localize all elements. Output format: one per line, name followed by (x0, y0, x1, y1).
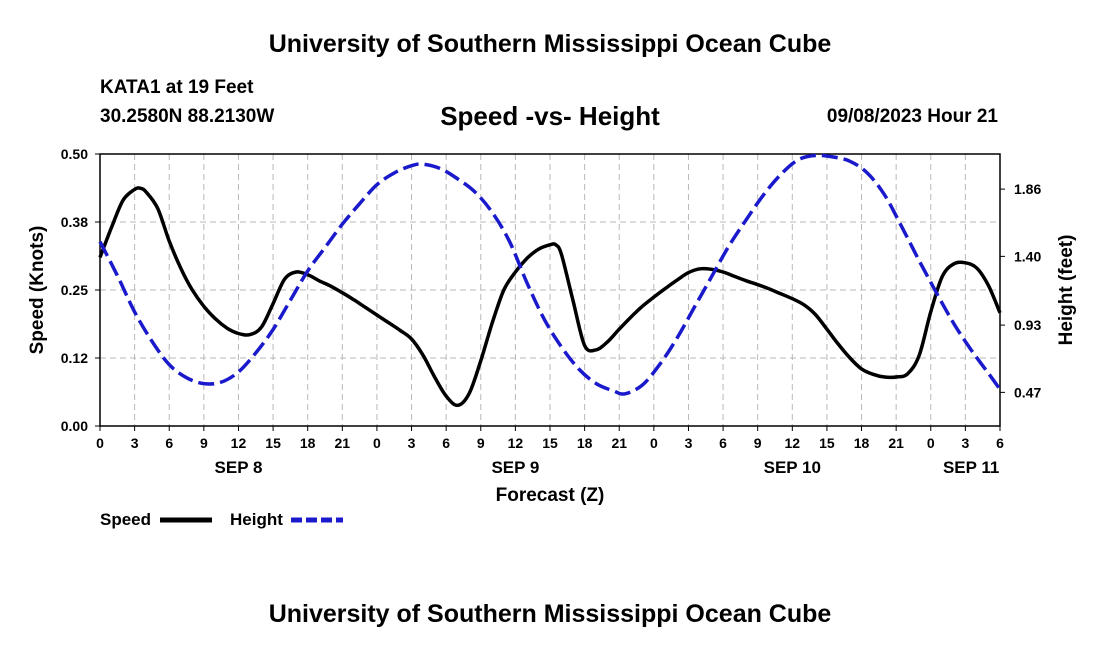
x-tick-label: 12 (785, 435, 801, 451)
x-tick-label: 21 (611, 435, 627, 451)
y2-tick-label: 1.40 (1014, 248, 1041, 264)
chart-title: Speed -vs- Height (440, 101, 660, 131)
x-tick-label: 6 (165, 435, 173, 451)
x-tick-label: 3 (685, 435, 693, 451)
y-tick-label: 0.38 (61, 214, 88, 230)
x-tick-label: 9 (477, 435, 485, 451)
x-tick-label: 15 (265, 435, 281, 451)
x-tick-label: 18 (300, 435, 316, 451)
x-tick-label: 0 (927, 435, 935, 451)
x-tick-label: 3 (408, 435, 416, 451)
day-label: SEP 8 (215, 458, 263, 477)
x-tick-label: 15 (542, 435, 558, 451)
x-tick-label: 18 (854, 435, 870, 451)
x-tick-label: 0 (96, 435, 104, 451)
x-tick-label: 0 (650, 435, 658, 451)
grid-lines (100, 154, 1000, 426)
axis-ticks: 0 3 6 9 12 15 18 21 0 3 6 9 12 15 18 21 0 3 6 9 12 15 18 21 0 3 6 S… (61, 146, 1042, 477)
day-label: SEP 9 (491, 458, 539, 477)
page-title: University of Southern Mississippi Ocean… (268, 30, 832, 58)
legend-speed-label: Speed (100, 510, 151, 529)
speed-series-line (98, 186, 1002, 408)
height-series-line (98, 153, 1002, 396)
y-tick-label: 0.00 (61, 418, 88, 434)
x-tick-label: 21 (888, 435, 904, 451)
y2-tick-label: 0.47 (1014, 384, 1041, 400)
y-tick-label: 0.12 (61, 350, 88, 366)
station-label: KATA1 at 19 Feet (100, 77, 254, 98)
y-axis-label: Speed (Knots) (27, 226, 48, 355)
forecast-datetime: 09/08/2023 Hour 21 (826, 106, 998, 127)
series-lines (98, 153, 1002, 408)
x-axis-label: Forecast (Z) (496, 485, 605, 506)
x-tick-label: 15 (819, 435, 835, 451)
x-tick-label: 0 (373, 435, 381, 451)
x-tick-label: 3 (961, 435, 969, 451)
legend: Speed Height (100, 510, 343, 529)
x-tick-label: 9 (754, 435, 762, 451)
y-tick-label: 0.25 (61, 282, 88, 298)
x-tick-label: 12 (508, 435, 524, 451)
y-tick-label: 0.50 (61, 146, 88, 162)
y2-tick-label: 0.93 (1014, 317, 1041, 333)
x-tick-label: 9 (200, 435, 208, 451)
x-tick-label: 6 (719, 435, 727, 451)
day-label: SEP 10 (764, 458, 821, 477)
y2-tick-label: 1.86 (1014, 181, 1041, 197)
x-tick-label: 6 (442, 435, 450, 451)
station-coords: 30.2580N 88.2130W (100, 106, 275, 127)
y2-axis-label: Height (feet) (1056, 235, 1077, 346)
x-tick-label: 6 (996, 435, 1004, 451)
day-label: SEP 11 (943, 458, 999, 477)
footer-title: University of Southern Mississippi Ocean… (268, 600, 832, 628)
x-tick-label: 12 (231, 435, 247, 451)
x-tick-label: 3 (131, 435, 139, 451)
x-tick-label: 21 (335, 435, 351, 451)
x-tick-label: 18 (577, 435, 593, 451)
legend-height-label: Height (230, 510, 283, 529)
